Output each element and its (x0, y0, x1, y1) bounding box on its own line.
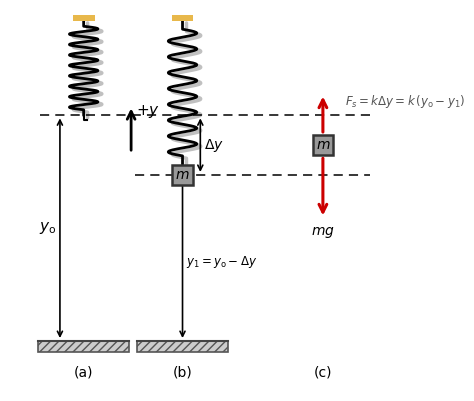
Bar (172, 15, 193, 20)
Bar (172, 164, 193, 185)
Text: $+y$: $+y$ (136, 103, 160, 120)
Text: (c): (c) (314, 366, 332, 379)
Text: (b): (b) (173, 366, 192, 379)
Text: $y_{\rm o}$: $y_{\rm o}$ (38, 220, 56, 236)
Text: $y_1 = y_{\rm o} - \Delta y$: $y_1 = y_{\rm o} - \Delta y$ (186, 254, 258, 270)
Bar (73, 15, 94, 20)
Bar (137, 341, 228, 352)
Text: $\Delta y$: $\Delta y$ (204, 137, 224, 154)
Text: $mg$: $mg$ (311, 225, 335, 241)
Text: m: m (176, 168, 189, 182)
Text: m: m (316, 138, 329, 152)
Bar (313, 135, 333, 156)
Text: (a): (a) (74, 366, 93, 379)
Bar (38, 341, 129, 352)
Text: $F_s = k\Delta y = k\,(y_{\rm o} - y_1)$: $F_s = k\Delta y = k\,(y_{\rm o} - y_1)$ (345, 93, 465, 110)
